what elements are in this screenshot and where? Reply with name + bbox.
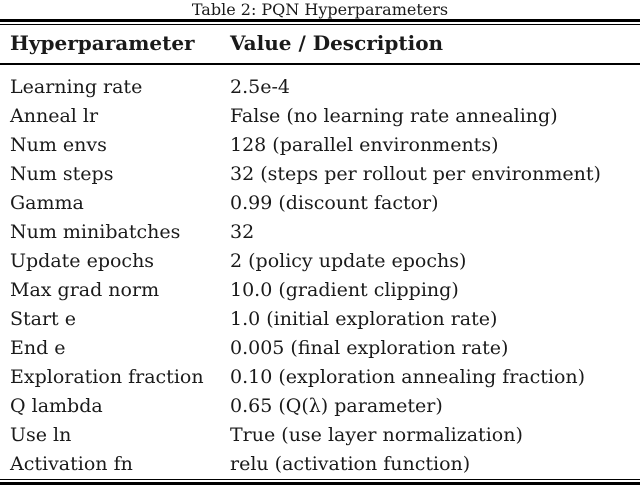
table-row: Gamma 0.99 (discount factor)	[0, 189, 640, 218]
param-value: 1.0 (initial exploration rate)	[230, 308, 498, 330]
param-name: Num minibatches	[10, 221, 181, 243]
param-value: 128 (parallel environments)	[230, 134, 499, 156]
table-row: Exploration fraction 0.10 (exploration a…	[0, 363, 640, 392]
param-value: relu (activation function)	[230, 453, 471, 475]
column-header-value-description: Value / Description	[230, 25, 640, 65]
table-row: Learning rate 2.5e-4	[0, 64, 640, 102]
param-value: 10.0 (gradient clipping)	[230, 279, 459, 301]
param-value: 32 (steps per rollout per environment)	[230, 163, 601, 185]
param-value: 0.99 (discount factor)	[230, 192, 439, 214]
param-name: Max grad norm	[10, 279, 160, 301]
param-name: Update epochs	[10, 250, 155, 272]
table-caption: Table 2: PQN Hyperparameters	[191, 0, 449, 19]
param-name: Start e	[10, 308, 76, 330]
param-name: Gamma	[10, 192, 84, 214]
table-row: Q lambda 0.65 (Q(λ) parameter)	[0, 392, 640, 421]
table-row: Activation fn relu (activation function)	[0, 450, 640, 479]
table-row: End e 0.005 (final exploration rate)	[0, 334, 640, 363]
param-name: Activation fn	[10, 453, 133, 475]
hyperparameters-table: Hyperparameter Value / Description Learn…	[0, 25, 640, 479]
table-row: Use ln True (use layer normalization)	[0, 421, 640, 450]
param-value: 0.10 (exploration annealing fraction)	[230, 366, 586, 388]
param-name: End e	[10, 337, 66, 359]
table-bottom-rule	[0, 479, 640, 485]
param-value: 0.65 (Q(λ) parameter)	[230, 395, 443, 417]
column-header-hyperparameter: Hyperparameter	[0, 25, 230, 65]
header-row: Hyperparameter Value / Description	[0, 25, 640, 65]
param-name: Num envs	[10, 134, 107, 156]
param-name: Learning rate	[10, 76, 143, 98]
table-row: Start e 1.0 (initial exploration rate)	[0, 305, 640, 334]
param-value: 0.005 (final exploration rate)	[230, 337, 509, 359]
table-row: Num envs 128 (parallel environments)	[0, 131, 640, 160]
param-value: 32	[230, 221, 255, 243]
param-name: Num steps	[10, 163, 114, 185]
param-value: 2 (policy update epochs)	[230, 250, 467, 272]
param-name: Anneal lr	[10, 105, 99, 127]
param-name: Q lambda	[10, 395, 103, 417]
table-row: Max grad norm 10.0 (gradient clipping)	[0, 276, 640, 305]
param-value: True (use layer normalization)	[230, 424, 523, 446]
table-row: Num steps 32 (steps per rollout per envi…	[0, 160, 640, 189]
param-name: Use ln	[10, 424, 72, 446]
param-value: 2.5e-4	[230, 76, 290, 98]
param-value: False (no learning rate annealing)	[230, 105, 558, 127]
table-row: Num minibatches 32	[0, 218, 640, 247]
table-top-rule	[0, 19, 640, 25]
table-row: Anneal lr False (no learning rate anneal…	[0, 102, 640, 131]
table-row: Update epochs 2 (policy update epochs)	[0, 247, 640, 276]
param-name: Exploration fraction	[10, 366, 204, 388]
